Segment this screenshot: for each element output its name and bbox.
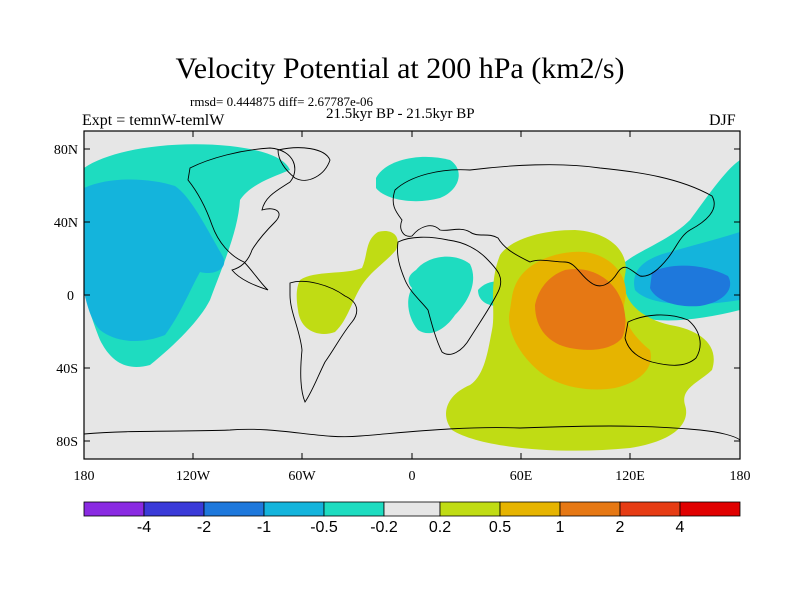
colorbar-swatch-6 xyxy=(439,501,501,517)
colorbar-label-4: 4 xyxy=(676,519,685,536)
contour-pos-small-atlantic xyxy=(296,230,398,334)
colorbar-label-neg0-5: -0.5 xyxy=(310,519,338,536)
colorbar-label-0-5: 0.5 xyxy=(489,519,511,536)
coast-eurasia xyxy=(392,164,715,287)
lon-label-180-left: 180 xyxy=(74,469,95,484)
colorbar-label-0-2: 0.2 xyxy=(429,519,451,536)
colorbar-label-1: 1 xyxy=(556,519,565,536)
colorbar-label-neg1: -1 xyxy=(257,519,271,536)
colorbar-label-neg2: -2 xyxy=(197,519,211,536)
contour-neg-small-africa xyxy=(408,256,474,334)
coastlines xyxy=(84,147,740,441)
colorbar-swatch-7 xyxy=(499,501,561,517)
coast-greenland xyxy=(277,147,331,181)
contour-fields xyxy=(84,144,740,451)
contour-pos-large-indian xyxy=(535,268,626,350)
colorbar-swatch-3 xyxy=(263,501,325,517)
coast-antarctica xyxy=(84,425,740,441)
colorbar-swatch-10 xyxy=(679,501,741,517)
season-label: DJF xyxy=(709,112,736,129)
lon-label-0: 0 xyxy=(409,469,416,484)
stats-text: rmsd= 0.444875 diff= 2.67787e-06 xyxy=(190,94,374,109)
colorbar-swatch-1 xyxy=(143,501,205,517)
colorbar-swatch-2 xyxy=(203,501,265,517)
colorbar-swatch-8 xyxy=(559,501,621,517)
subtitle: 21.5kyr BP - 21.5kyr BP xyxy=(326,106,475,122)
colorbar-swatch-0 xyxy=(83,501,145,517)
coast-south-america xyxy=(289,280,358,403)
colorbar: -4 -2 -1 -0.5 -0.2 0.2 0.5 1 2 4 xyxy=(83,501,741,536)
map-title: Velocity Potential at 200 hPa (km2/s) xyxy=(175,52,625,85)
lon-label-60W: 60W xyxy=(288,469,316,484)
colorbar-swatch-4 xyxy=(323,501,385,517)
lon-label-180-right: 180 xyxy=(730,469,751,484)
contour-neg-small-scandinavia xyxy=(376,156,459,202)
coast-africa xyxy=(397,236,502,355)
lat-label-80S: 80S xyxy=(56,435,78,450)
colorbar-swatch-9 xyxy=(619,501,681,517)
lat-label-40N: 40N xyxy=(54,216,78,231)
colorbar-label-neg4: -4 xyxy=(137,519,151,536)
lon-label-120E: 120E xyxy=(615,469,645,484)
colorbar-label-neg0-2: -0.2 xyxy=(370,519,398,536)
lat-label-80N: 80N xyxy=(54,143,78,158)
contour-neg-large-westpacific xyxy=(650,265,731,307)
coast-australia xyxy=(624,314,701,366)
colorbar-label-2: 2 xyxy=(616,519,625,536)
lon-label-120W: 120W xyxy=(176,469,211,484)
coast-north-america xyxy=(187,147,296,291)
lat-label-40S: 40S xyxy=(56,362,78,377)
colorbar-swatch-5 xyxy=(383,501,441,517)
contour-neg-mid-pacific xyxy=(84,179,225,342)
lon-label-60E: 60E xyxy=(510,469,533,484)
lat-label-0: 0 xyxy=(67,289,74,304)
axis-ticks xyxy=(84,131,740,459)
experiment-label: Expt = temnW-temlW xyxy=(82,112,225,129)
